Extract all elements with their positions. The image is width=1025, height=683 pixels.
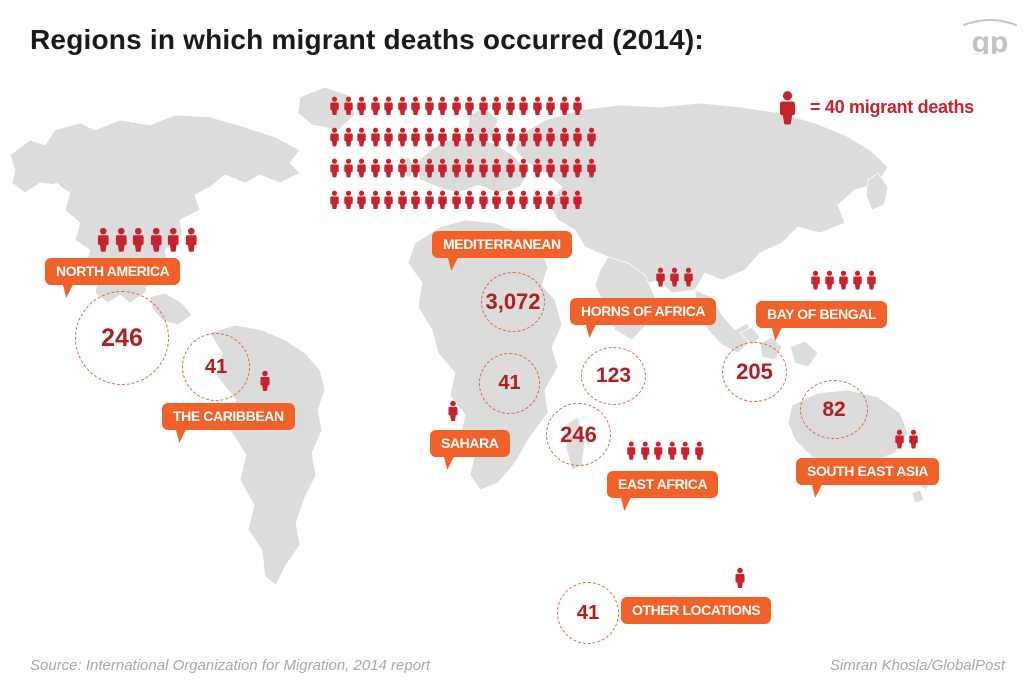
svg-text:gp: gp	[972, 26, 1009, 54]
